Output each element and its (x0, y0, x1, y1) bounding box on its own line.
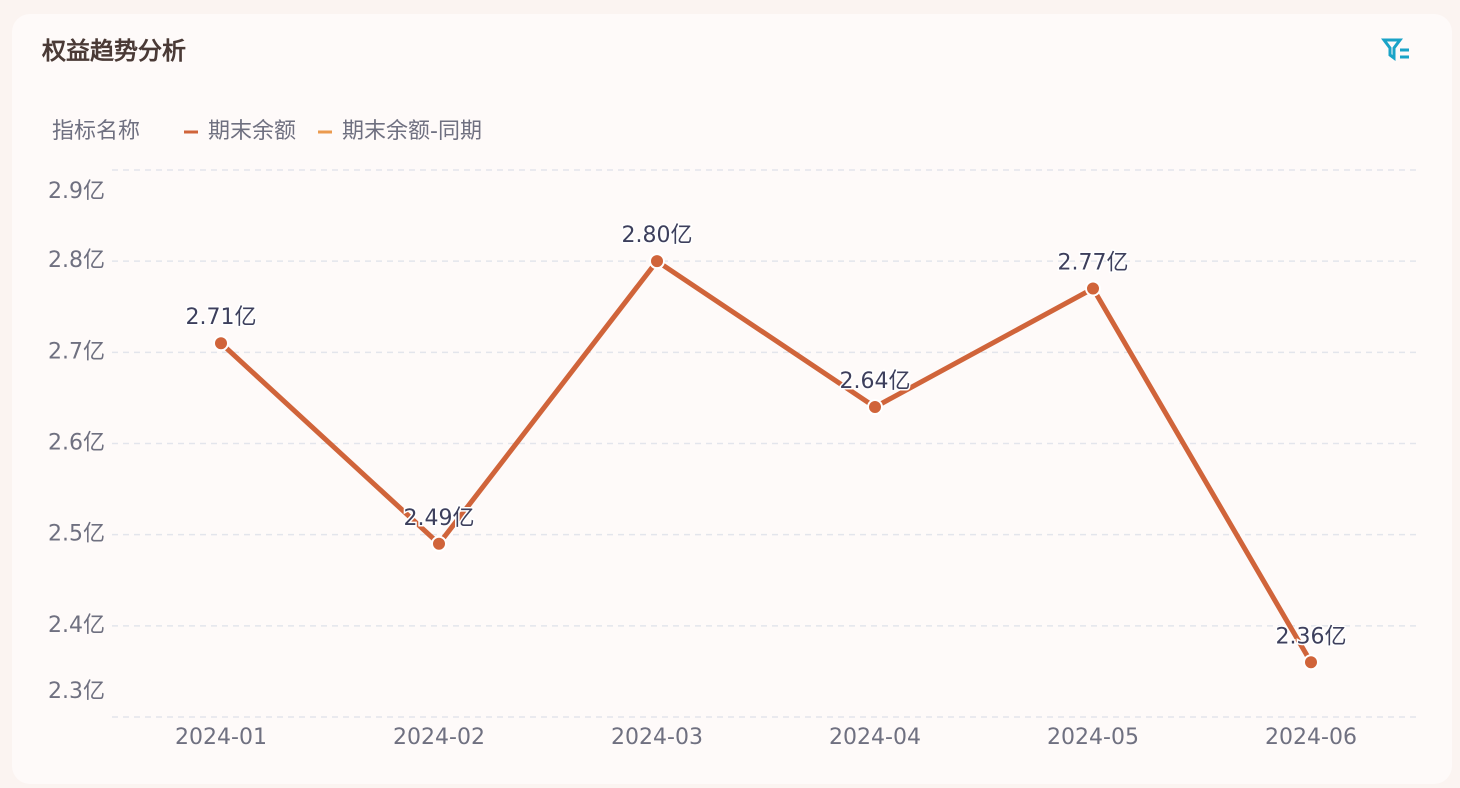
y-tick-label: 2.9亿 (48, 179, 105, 204)
line (219, 258, 1314, 664)
x-tick-label: 2024-04 (829, 725, 921, 750)
legend-label: 期末余额 (208, 119, 296, 144)
x-tick-label: 2024-01 (175, 725, 267, 750)
data-label: 2.64亿 (840, 369, 911, 394)
data-label: 2.36亿 (1276, 624, 1347, 649)
x-tick-label: 2024-06 (1265, 725, 1357, 750)
filter-icon[interactable] (1381, 38, 1409, 61)
x-tick-label: 2024-02 (393, 725, 485, 750)
y-tick-label: 2.3亿 (48, 679, 105, 704)
point (431, 535, 447, 552)
y-tick-label: 2.5亿 (48, 522, 105, 547)
data-label: 2.49亿 (404, 506, 475, 531)
point (1085, 280, 1101, 297)
y-tick-label: 2.4亿 (48, 613, 105, 638)
point (1303, 654, 1319, 671)
card (12, 14, 1452, 784)
data-label: 2.77亿 (1058, 251, 1129, 276)
data-label: 2.71亿 (186, 305, 257, 330)
y-tick-label: 2.8亿 (48, 248, 105, 273)
y-tick-label: 2.6亿 (48, 431, 105, 456)
point (213, 335, 229, 352)
y-tick-label: 2.7亿 (48, 339, 105, 364)
legend-title: 指标名称 (52, 119, 140, 144)
chart-title: 权益趋势分析 (41, 37, 186, 65)
point (649, 253, 665, 270)
x-tick-label: 2024-05 (1047, 725, 1139, 750)
point (867, 399, 883, 416)
legend-label: 期末余额-同期 (342, 119, 482, 144)
data-label: 2.80亿 (622, 223, 693, 248)
x-tick-label: 2024-03 (611, 725, 703, 750)
